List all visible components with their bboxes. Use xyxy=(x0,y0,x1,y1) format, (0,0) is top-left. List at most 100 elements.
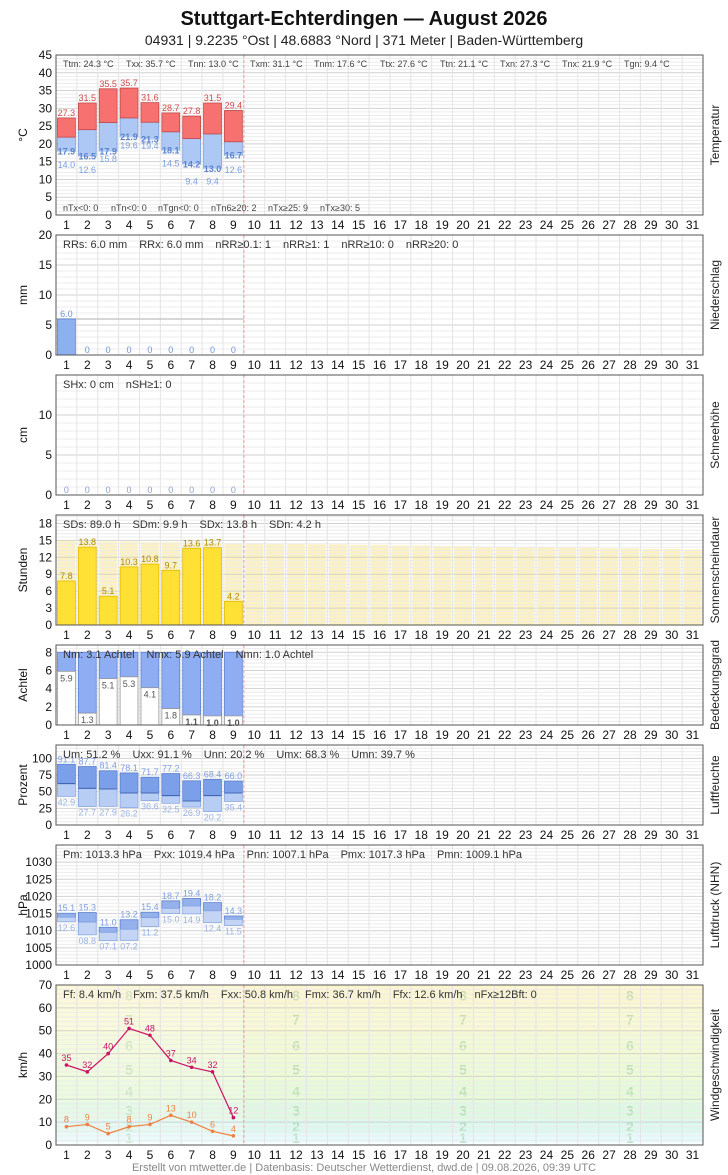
stat-label: Pnn: 1007.1 hPa xyxy=(247,849,330,861)
x-tick-label: 25 xyxy=(561,218,575,232)
stat-label: Txm: 31.1 °C xyxy=(250,59,303,69)
sun-label: 13.7 xyxy=(204,538,222,548)
sun-bar xyxy=(182,547,201,626)
x-tick-label: 12 xyxy=(289,358,303,372)
y-tick-label: 0 xyxy=(45,1138,52,1152)
humidity-max-label: 66.3 xyxy=(183,771,201,781)
x-tick-label: 8 xyxy=(209,218,216,232)
humidity-lower-bar xyxy=(182,800,201,808)
humidity-lower-bar xyxy=(224,792,243,802)
x-tick-label: 21 xyxy=(477,498,491,512)
x-tick-label: 16 xyxy=(373,218,387,232)
x-tick-label: 13 xyxy=(310,628,324,642)
temp-panel: 27.317.914.031.516.512.635.517.915.835.7… xyxy=(16,48,722,232)
x-tick-label: 16 xyxy=(373,828,387,842)
x-tick-label: 14 xyxy=(331,1148,345,1162)
sun-potential-bar xyxy=(454,546,472,625)
x-tick-label: 18 xyxy=(415,498,429,512)
beaufort-label: 7 xyxy=(459,1011,467,1027)
stat-label: nTx≥25: 9 xyxy=(268,203,308,213)
temp-max-label: 29.4 xyxy=(225,100,243,110)
snow-label: 0 xyxy=(64,485,69,495)
panel-frame xyxy=(55,234,704,356)
x-tick-label: 1 xyxy=(63,218,70,232)
pressure-min-label: 11.2 xyxy=(141,928,158,938)
beaufort-label: 6 xyxy=(626,1038,634,1054)
y-tick-label: 25 xyxy=(39,119,53,133)
x-tick-label: 13 xyxy=(310,968,324,982)
sun-potential-bar xyxy=(537,547,556,625)
x-tick-label: 26 xyxy=(582,358,596,372)
x-tick-label: 28 xyxy=(623,498,637,512)
stat-label: Nmn: 1.0 Achtel xyxy=(236,649,314,661)
humidity-lower-bar xyxy=(161,795,181,804)
cloud-bar-clear xyxy=(182,651,201,716)
y-tick-label: 70 xyxy=(39,978,53,992)
x-tick-label: 21 xyxy=(477,358,491,372)
pressure-max-label: 13.2 xyxy=(120,910,138,920)
x-tick-label: 5 xyxy=(147,1148,154,1162)
x-tick-label: 1 xyxy=(63,968,70,982)
panel-frame xyxy=(55,644,704,726)
stat-label: Tnm: 17.6 °C xyxy=(314,59,368,69)
panel-frame xyxy=(55,374,704,496)
x-tick-label: 12 xyxy=(289,498,303,512)
humidity-upper-bar xyxy=(57,763,76,785)
x-tick-label: 3 xyxy=(105,1148,112,1162)
x-tick-label: 13 xyxy=(310,358,324,372)
x-tick-label: 12 xyxy=(289,628,303,642)
x-tick-label: 20 xyxy=(456,728,470,742)
pressure-lower-bar xyxy=(182,905,201,915)
x-tick-label: 23 xyxy=(519,1148,533,1162)
humidity-max-label: 77.2 xyxy=(162,764,180,774)
x-tick-label: 7 xyxy=(188,828,195,842)
pressure-lower-bar xyxy=(57,916,76,923)
x-tick-label: 25 xyxy=(561,828,575,842)
panel-side-label: Schneehöhe xyxy=(708,401,722,469)
wind-fx-label: 32 xyxy=(82,1060,92,1070)
beaufort-label: 6 xyxy=(459,1038,467,1054)
x-tick-label: 27 xyxy=(602,728,616,742)
y-tick-label: 9 xyxy=(45,567,52,581)
pressure-min-label: 12.4 xyxy=(204,923,222,933)
humidity-min-label: 42.9 xyxy=(58,797,76,807)
pressure-max-label: 19.4 xyxy=(183,888,201,898)
humidity-upper-bar xyxy=(182,780,201,802)
humidity-max-label: 66.0 xyxy=(225,771,243,781)
rain-label: 0 xyxy=(85,345,90,355)
beaufort-label: 4 xyxy=(459,1083,467,1099)
x-tick-label: 20 xyxy=(456,1148,470,1162)
x-tick-label: 7 xyxy=(188,218,195,232)
humidity-min-label: 26.2 xyxy=(120,809,138,819)
panel-frame xyxy=(55,54,704,216)
x-tick-label: 24 xyxy=(540,728,554,742)
humidity-min-label: 20.2 xyxy=(204,813,222,823)
x-tick-label: 28 xyxy=(623,728,637,742)
x-tick-label: 12 xyxy=(289,1148,303,1162)
wind-fm-label: 8 xyxy=(127,1115,132,1125)
wind-fx-point xyxy=(148,1033,152,1038)
y-tick-label: 15 xyxy=(39,155,53,169)
stat-label: SDx: 13.8 h xyxy=(200,519,257,531)
sun-potential-bar xyxy=(433,546,452,625)
wind-fx-point xyxy=(106,1051,110,1056)
sun-potential-bar xyxy=(621,548,639,625)
x-tick-label: 20 xyxy=(456,498,470,512)
x-tick-label: 4 xyxy=(126,968,133,982)
y-tick-label: 1010 xyxy=(25,924,52,938)
x-tick-label: 22 xyxy=(498,498,512,512)
x-tick-label: 14 xyxy=(331,728,345,742)
y-axis-label: °C xyxy=(16,128,30,142)
x-tick-label: 26 xyxy=(582,628,596,642)
stat-label: Um: 51.2 % xyxy=(63,749,121,761)
x-tick-label: 16 xyxy=(373,1148,387,1162)
x-tick-label: 13 xyxy=(310,728,324,742)
y-tick-label: 12 xyxy=(39,550,53,564)
wind-fm-label: 6 xyxy=(210,1119,215,1129)
pressure-panel: 15.1 12.615.3 08.811.0 07.1 13.2 07.2 15.4 11.2… xyxy=(16,844,722,982)
humidity-upper-bar xyxy=(98,770,118,790)
x-tick-label: 31 xyxy=(686,828,700,842)
humidity-min-label: 32.5 xyxy=(162,804,180,814)
y-axis-label: cm xyxy=(16,427,30,443)
sun-bar xyxy=(98,595,118,626)
